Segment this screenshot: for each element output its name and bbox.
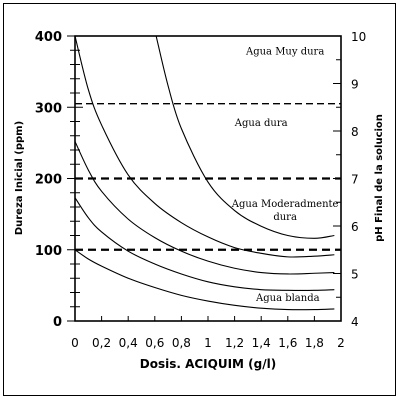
zone-label: dura (273, 212, 297, 223)
y-tick-label: 400 (35, 30, 62, 45)
series-line-4 (74, 35, 335, 258)
outer-frame (3, 3, 396, 396)
y2-tick-label: 4 (351, 315, 359, 329)
y-axis-ticks: 0 100 200 300 400 (35, 30, 83, 330)
x-tick-label: 0,6 (145, 336, 164, 350)
zone-labels: Agua Muy dura Agua dura Agua Moderadmente d… (231, 47, 339, 305)
threshold-lines (75, 103, 341, 251)
y-axis-title: Dureza Inicial (ppm) (14, 121, 25, 235)
series-line-3 (74, 141, 335, 275)
y2-tick-label: 5 (351, 268, 359, 282)
x-tick-label: 0,8 (172, 336, 191, 350)
y-tick-label: 200 (35, 173, 62, 188)
x-tick-label: 1,2 (225, 336, 244, 350)
x-tick-label: 1,4 (252, 336, 271, 350)
x-tick-label: 2 (337, 336, 345, 350)
series-curves (74, 35, 335, 311)
y2-tick-label: 7 (351, 173, 359, 187)
y2-tick-label: 6 (351, 220, 359, 234)
zone-label: Agua blanda (255, 293, 320, 304)
y2-axis-title: pH Final de la solucion (374, 114, 385, 242)
y2-axis-ticks: 4 5 6 7 8 9 10 (333, 30, 366, 329)
y-tick-label: 300 (35, 101, 62, 116)
y-tick-label: 0 (53, 315, 62, 330)
x-tick-label: 1 (204, 336, 212, 350)
x-tick-label: 1,8 (305, 336, 324, 350)
zone-label: Agua Muy dura (245, 47, 324, 58)
x-tick-label: 0,2 (92, 336, 111, 350)
zone-label: Agua Moderadmente (231, 199, 339, 210)
y2-tick-label: 10 (351, 30, 366, 44)
x-tick-label: 0,4 (119, 336, 138, 350)
y2-tick-label: 9 (351, 78, 359, 92)
y2-tick-label: 8 (351, 125, 359, 139)
x-axis-ticks: 0 0,2 0,4 0,6 0,8 1 1,2 1,4 1,6 1,8 2 (71, 316, 345, 350)
x-axis-title: Dosis. ACIQUIM (g/l) (140, 357, 276, 371)
zone-label: Agua dura (234, 118, 288, 129)
series-line-5 (155, 35, 335, 239)
x-tick-label: 0 (71, 336, 79, 350)
y-tick-label: 100 (35, 244, 62, 259)
x-tick-label: 1,6 (278, 336, 297, 350)
series-line-2 (74, 197, 335, 291)
series-line-1 (74, 249, 335, 311)
